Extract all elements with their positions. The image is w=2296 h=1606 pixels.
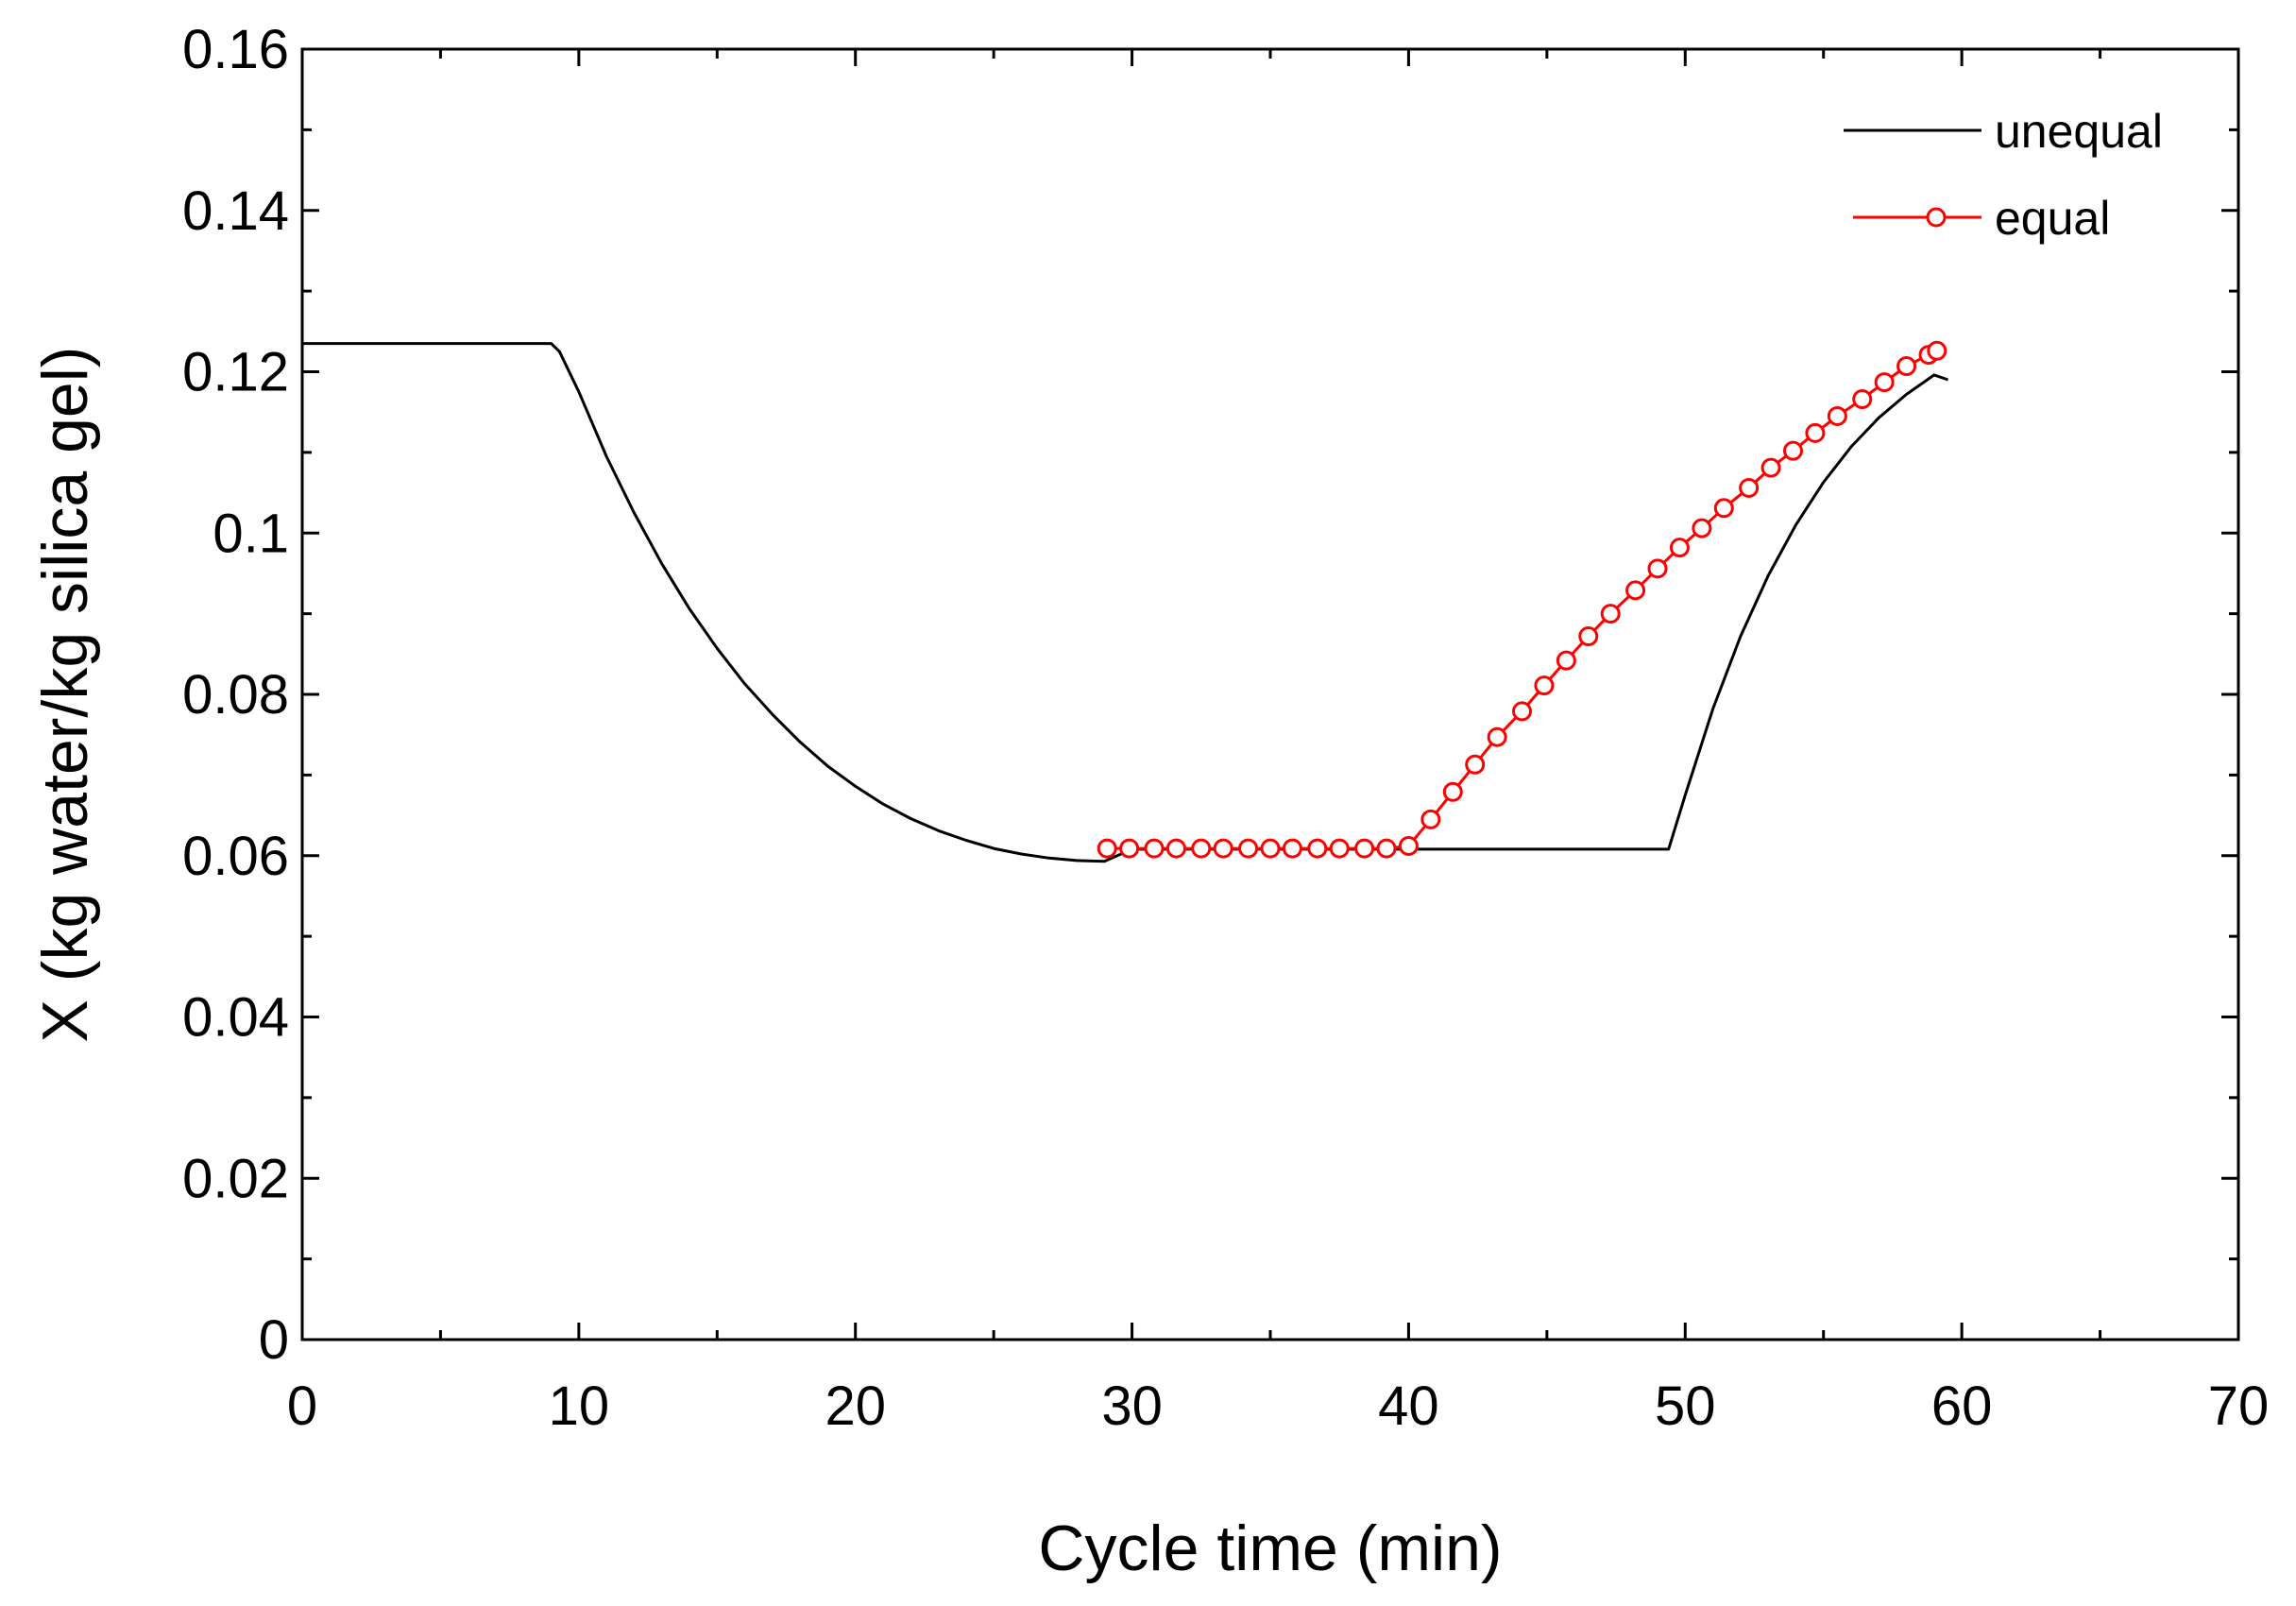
tick-marks <box>300 47 2240 1341</box>
data-point-equal <box>1442 781 1463 802</box>
data-point-equal <box>1260 838 1281 859</box>
data-point-equal <box>1420 809 1441 829</box>
data-point-equal <box>1307 838 1328 859</box>
data-point-equal <box>1625 580 1646 601</box>
y-tick-label: 0.02 <box>182 1148 289 1209</box>
data-point-equal <box>1556 650 1576 671</box>
data-point-equal <box>1713 498 1734 519</box>
x-tick-label: 70 <box>2208 1375 2270 1437</box>
data-point-equal <box>1119 838 1140 859</box>
data-point-equal <box>1827 405 1847 426</box>
y-tick-label: 0.08 <box>182 664 289 726</box>
data-point-equal <box>1213 838 1233 859</box>
series-line-equal <box>1107 344 1947 850</box>
data-point-equal <box>1165 838 1186 859</box>
x-tick-label: 10 <box>549 1375 610 1437</box>
data-point-equal <box>1376 838 1397 859</box>
data-point-equal <box>1512 701 1532 722</box>
data-point-equal <box>1487 726 1507 747</box>
x-tick-label: 20 <box>825 1375 886 1437</box>
data-point-equal <box>1739 477 1760 498</box>
series-line-unequal <box>302 342 1948 863</box>
x-tick-label: 0 <box>287 1375 317 1437</box>
x-tick-label: 40 <box>1378 1375 1439 1437</box>
data-point-equal <box>1600 604 1621 624</box>
data-point-equal <box>1238 838 1259 859</box>
y-tick-label: 0.06 <box>182 826 289 887</box>
x-tick-label: 30 <box>1101 1375 1163 1437</box>
data-point-equal <box>1578 626 1599 647</box>
data-point-equal <box>1669 538 1690 558</box>
data-point-equal <box>1896 356 1917 377</box>
data-point-equal <box>1329 838 1350 859</box>
x-tick-labels: 0 10 20 30 40 50 60 70 <box>287 1375 2269 1437</box>
y-tick-labels: 0 0.02 0.04 0.06 0.08 0.1 0.12 0.14 0.16 <box>182 19 289 1371</box>
data-point-equal <box>1354 838 1375 859</box>
y-tick-label: 0.16 <box>182 19 289 80</box>
data-point-equal <box>1783 440 1803 461</box>
legend: unequal equal <box>1844 105 2163 245</box>
data-point-equal <box>1144 838 1165 859</box>
x-tick-label: 50 <box>1655 1375 1716 1437</box>
data-point-equal <box>1692 518 1712 538</box>
data-point-equal <box>1465 754 1486 775</box>
y-axis-title: X (kg water/kg silica gel) <box>29 347 101 1043</box>
x-axis-title: Cycle time (min) <box>1038 1512 1502 1584</box>
legend-label-equal: equal <box>1995 192 2110 245</box>
series-layer <box>302 340 1948 863</box>
data-point-equal <box>1647 558 1668 579</box>
y-tick-label: 0.12 <box>182 342 289 403</box>
data-point-equal <box>1398 836 1419 857</box>
data-point-equal <box>1760 457 1781 478</box>
data-point-equal <box>1927 340 1947 361</box>
legend-label-unequal: unequal <box>1995 105 2163 158</box>
y-tick-label: 0 <box>259 1309 289 1371</box>
plot-frame <box>300 47 2240 1341</box>
x-tick-label: 60 <box>1931 1375 1993 1437</box>
data-point-equal <box>1191 838 1212 859</box>
data-point-equal <box>1874 372 1895 393</box>
y-tick-label: 0.04 <box>182 987 289 1049</box>
data-point-equal <box>1852 389 1873 410</box>
data-point-equal <box>1282 838 1302 859</box>
y-tick-label: 0.1 <box>213 503 289 564</box>
y-tick-label: 0.14 <box>182 180 289 242</box>
data-point-equal <box>1097 838 1117 859</box>
data-point-equal <box>1805 422 1826 443</box>
data-point-equal <box>1534 675 1555 696</box>
legend-marker-equal <box>1926 207 1947 228</box>
